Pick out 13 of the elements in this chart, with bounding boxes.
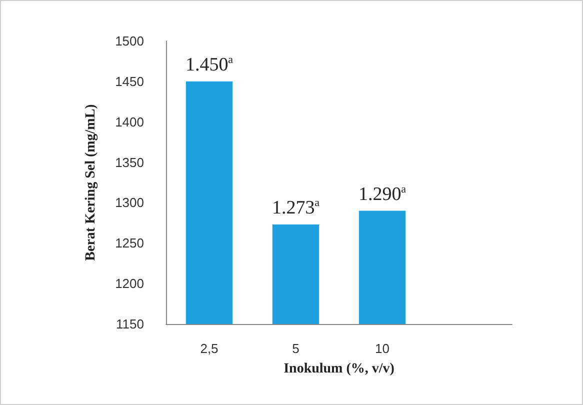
y-tick-label: 1150 [116,316,144,332]
x-tick-label: 10 [375,341,390,356]
x-tick-label: 5 [292,341,300,356]
y-tick-label: 1250 [115,236,144,251]
y-tick-label: 1450 [115,74,144,89]
x-axis-title: Inokulum (%, v/v) [284,362,395,376]
x-tick-label: 2,5 [200,341,218,356]
y-tick-label: 1400 [115,114,144,130]
y-tick-label: 1300 [115,195,144,210]
y-axis-title: Berat Kering Sel (mg/mL) [84,104,98,261]
y-tick-label: 1500 [115,34,144,48]
y-tick-label: 1200 [115,276,144,292]
y-tick-label: 1350 [115,154,144,170]
